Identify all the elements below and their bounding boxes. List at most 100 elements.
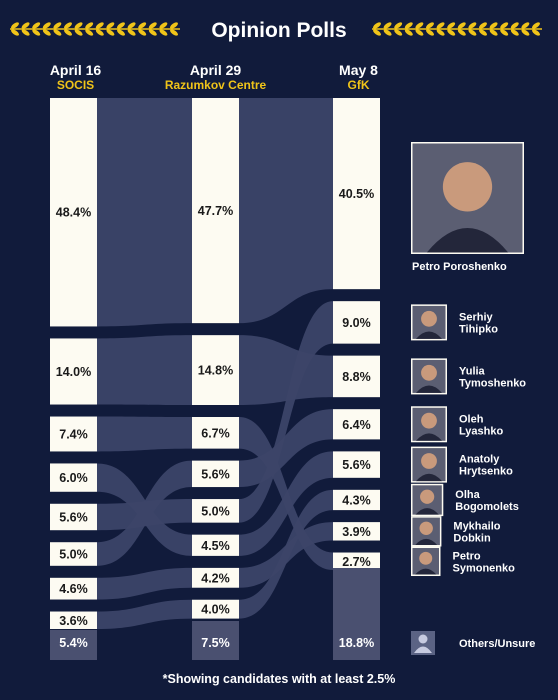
bar-value-label: 48.4% [56, 206, 91, 220]
bar-petro-poroshenko [192, 98, 239, 324]
bar-value-label: 18.8% [339, 636, 374, 650]
poll-date-label: May 8 [339, 62, 378, 78]
bar-oleh-lyashko [192, 460, 239, 488]
legend-label-oleh-lyashko-first: Oleh [459, 413, 484, 425]
bar-petro-poroshenko [50, 98, 97, 327]
bar-value-label: 5.0% [59, 548, 88, 562]
bar-oleh-lyashko [333, 409, 380, 440]
bar-value-label: 9.0% [342, 316, 371, 330]
legend-label-serhiy-tihipko-last: Tihipko [459, 323, 498, 335]
bar-petro-symonenko [192, 417, 239, 449]
flow-ribbon-petro-symonenko [97, 416, 192, 452]
anatoly-hrytsenko-portrait-icon [411, 446, 447, 483]
bar-value-label: 3.6% [59, 614, 88, 628]
bar-mykhailo-dobkin [192, 567, 239, 588]
bar-yulia-tymoshenko [333, 355, 380, 398]
bar-value-label: 7.4% [59, 427, 88, 441]
legend-label-mykhailo-dobkin-first: Mykhailo [453, 520, 500, 532]
bar-value-label: 5.6% [201, 467, 230, 481]
legend-label-yulia-tymoshenko-first: Yulia [459, 365, 486, 377]
bar-anatoly-hrytsenko [333, 451, 380, 478]
bar-value-label: 6.7% [201, 426, 230, 440]
legend-label-others-unsure: Others/Unsure [459, 638, 535, 650]
bar-value-label: 14.0% [56, 365, 91, 379]
legend-label-petro-symonenko-last: Symonenko [453, 562, 516, 574]
bar-value-label: 5.6% [342, 458, 371, 472]
flow-ribbon-petro-poroshenko [239, 98, 333, 324]
legend-label-serhiy-tihipko-first: Serhiy [459, 311, 494, 323]
person-silhouette-icon [411, 631, 435, 655]
flow-ribbon-petro-symonenko [239, 417, 333, 571]
flow-ribbon-yulia-tymoshenko [239, 335, 333, 405]
bar-petro-symonenko [50, 416, 97, 452]
olha-bogomolets-portrait-icon [411, 483, 444, 517]
bar-value-label: 6.0% [59, 471, 88, 485]
laurel-ornament-left-icon [10, 22, 180, 36]
bar-value-label: 2.7% [342, 555, 371, 569]
bar-value-label: 4.6% [59, 582, 88, 596]
bar-mykhailo-dobkin [50, 577, 97, 600]
mykhailo-dobkin-portrait-icon [411, 516, 442, 547]
bar-value-label: 5.4% [59, 636, 88, 650]
serhiy-tihipko-portrait-icon [411, 304, 447, 341]
legend-label-yulia-tymoshenko-last: Tymoshenko [459, 377, 526, 389]
poll-date-label: April 16 [50, 62, 102, 78]
bar-serhiy-tihipko [50, 503, 97, 531]
legend-label-mykhailo-dobkin-last: Dobkin [453, 532, 491, 544]
bar-serhiy-tihipko [192, 499, 239, 523]
bar-olha-bogomolets [50, 611, 97, 630]
bar-others-unsure [192, 621, 239, 660]
bar-mykhailo-dobkin [333, 522, 380, 541]
legend-label-anatoly-hrytsenko-last: Hrytsenko [459, 466, 513, 478]
legend-label-petro-poroshenko: Petro Poroshenko [412, 261, 507, 273]
bar-others-unsure [333, 568, 380, 660]
petro-symonenko-portrait-icon [411, 546, 441, 577]
bar-value-label: 3.9% [342, 525, 371, 539]
bar-anatoly-hrytsenko [50, 463, 97, 492]
poroshenko-portrait-icon [411, 142, 524, 254]
poll-source-label: Razumkov Centre [165, 78, 267, 92]
oleh-lyashko-portrait-icon [411, 406, 447, 443]
legend-label-anatoly-hrytsenko-first: Anatoly [459, 454, 500, 466]
flow-ribbon-oleh-lyashko [239, 409, 333, 488]
bar-petro-poroshenko [333, 98, 380, 290]
bar-value-label: 7.5% [201, 636, 230, 650]
legend-label-petro-symonenko-first: Petro [453, 550, 481, 562]
bar-others-unsure [50, 630, 97, 660]
bar-value-label: 4.5% [201, 539, 230, 553]
bar-value-label: 4.3% [342, 493, 371, 507]
poll-source-label: SOCIS [57, 78, 94, 92]
flow-ribbon-yulia-tymoshenko [97, 335, 192, 405]
bar-value-label: 6.4% [342, 418, 371, 432]
legend-label-oleh-lyashko-last: Lyashko [459, 425, 504, 437]
legend-label-olha-bogomolets-last: Bogomolets [455, 501, 519, 513]
bar-petro-symonenko [333, 552, 380, 571]
poll-bars: 48.4% 47.7% 40.5% 5.6% 5.0% 9.0% 14.0% 14.8% 8.8… [50, 98, 380, 660]
bar-value-label: 47.7% [198, 204, 233, 218]
bar-serhiy-tihipko [333, 301, 380, 344]
poll-date-label: April 29 [190, 62, 242, 78]
flow-ribbon-mykhailo-dobkin [97, 567, 192, 600]
bar-value-label: 5.6% [59, 510, 88, 524]
yulia-tymoshenko-portrait-icon [411, 358, 447, 395]
chart-title: Opinion Polls [211, 19, 346, 42]
bar-value-label: 14.8% [198, 364, 233, 378]
bar-oleh-lyashko [50, 542, 97, 566]
poll-source-label: GfK [348, 78, 370, 92]
footnote: *Showing candidates with at least 2.5% [163, 672, 396, 686]
bar-olha-bogomolets [192, 599, 239, 619]
flow-ribbon-olha-bogomolets [97, 599, 192, 630]
bar-yulia-tymoshenko [192, 335, 239, 405]
bar-value-label: 4.2% [201, 571, 230, 585]
flow-ribbons [97, 98, 333, 630]
bar-olha-bogomolets [333, 489, 380, 511]
flow-ribbon-anatoly-hrytsenko [97, 463, 192, 556]
bar-anatoly-hrytsenko [192, 534, 239, 556]
laurel-ornament-right-icon [372, 22, 542, 36]
bar-value-label: 4.0% [201, 603, 230, 617]
bar-value-label: 8.8% [342, 370, 371, 384]
bar-value-label: 40.5% [339, 187, 374, 201]
